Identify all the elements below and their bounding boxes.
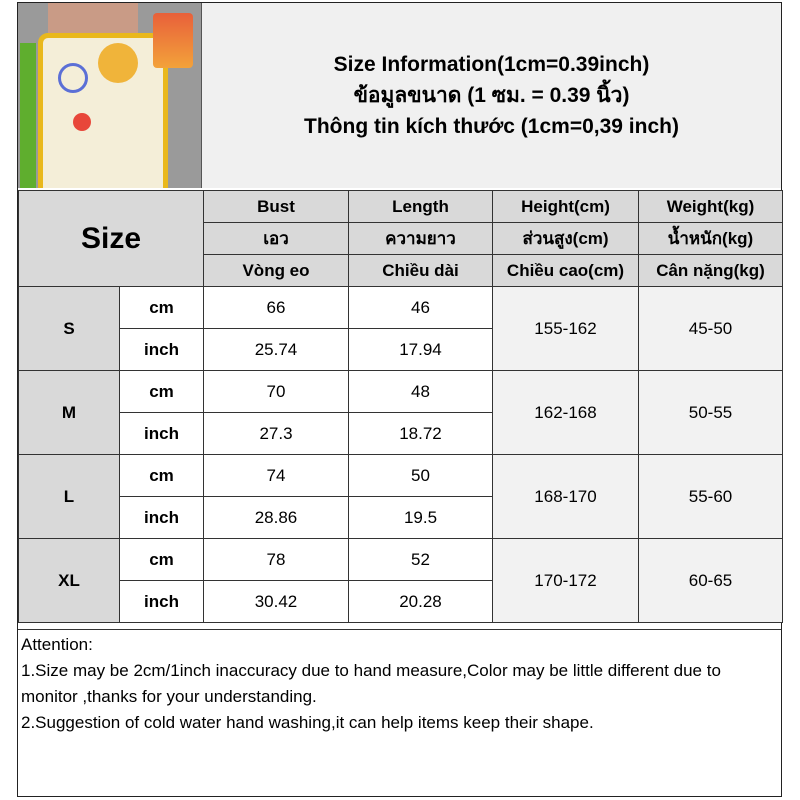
header-bust-vi: Vòng eo (203, 254, 349, 287)
unit-inch: inch (119, 328, 204, 371)
photo-flower-print (73, 113, 91, 131)
unit-inch: inch (119, 412, 204, 455)
bust-inch: 30.42 (203, 580, 349, 623)
header-weight: Weight(kg) (638, 190, 783, 223)
bust-cm: 70 (203, 370, 349, 413)
attention-item: 1.Size may be 2cm/1inch inaccuracy due t… (21, 661, 721, 706)
header-length: Length (348, 190, 493, 223)
bust-inch: 27.3 (203, 412, 349, 455)
unit-inch: inch (119, 496, 204, 539)
unit-cm: cm (119, 370, 204, 413)
title-block: Size Information(1cm=0.39inch) ข้อมูลขนา… (202, 3, 781, 188)
header-height: Height(cm) (492, 190, 639, 223)
unit-cm: cm (119, 454, 204, 497)
length-inch: 19.5 (348, 496, 493, 539)
weight-range: 50-55 (638, 370, 783, 455)
bust-cm: 74 (203, 454, 349, 497)
attention-notes: Attention: 1.Size may be 2cm/1inch inacc… (18, 629, 781, 796)
table-row-m-cm: M cm 70 48 162-168 50-55 (18, 370, 783, 455)
header-row-th: เอว ความยาว ส่วนสูง(cm) น้ำหนัก(kg) (19, 222, 783, 255)
length-inch: 18.72 (348, 412, 493, 455)
title-thai: ข้อมูลขนาด (1 ซม. = 0.39 นิ้ว) (353, 84, 630, 107)
length-inch: 17.94 (348, 328, 493, 371)
header-bust: Bust (203, 190, 349, 223)
title-english: Size Information(1cm=0.39inch) (333, 53, 650, 76)
table-row-m-inch: inch 27.3 18.72 (19, 412, 783, 455)
header-weight-vi: Cân nặng(kg) (638, 254, 783, 287)
length-cm: 52 (348, 538, 493, 581)
weight-range: 45-50 (638, 286, 783, 371)
size-label: XL (18, 538, 120, 623)
photo-dog-print (98, 43, 138, 83)
header-bust-th: เอว (203, 222, 349, 255)
header-height-th: ส่วนสูง(cm) (492, 222, 639, 255)
height-range: 168-170 (492, 454, 639, 539)
header-height-vi: Chiều cao(cm) (492, 254, 639, 287)
unit-cm: cm (119, 538, 204, 581)
header-row-vi: Vòng eo Chiều dài Chiều cao(cm) Cân nặng… (19, 254, 783, 287)
weight-range: 55-60 (638, 454, 783, 539)
height-range: 170-172 (492, 538, 639, 623)
table-row-l-cm: L cm 74 50 168-170 55-60 (18, 454, 783, 539)
length-cm: 48 (348, 370, 493, 413)
header-row-en: Size Bust Length Height(cm) Weight(kg) (18, 190, 783, 287)
size-header: Size (18, 190, 204, 287)
table-row-xl-cm: XL cm 78 52 170-172 60-65 (18, 538, 783, 623)
length-inch: 20.28 (348, 580, 493, 623)
size-label: M (18, 370, 120, 455)
attention-heading: Attention: (21, 635, 93, 654)
table-row-s-inch: inch 25.74 17.94 (19, 328, 783, 371)
product-photo (18, 3, 202, 188)
bust-inch: 25.74 (203, 328, 349, 371)
title-vietnamese: Thông tin kích thước (1cm=0,39 inch) (304, 115, 679, 138)
header-length-vi: Chiều dài (348, 254, 493, 287)
table-row-s-cm: S cm 66 46 155-162 45-50 (18, 286, 783, 371)
table-row-l-inch: inch 28.86 19.5 (19, 496, 783, 539)
unit-cm: cm (119, 286, 204, 329)
size-label: S (18, 286, 120, 371)
height-range: 162-168 (492, 370, 639, 455)
size-table: Size Bust Length Height(cm) Weight(kg) เ… (18, 190, 783, 623)
header-weight-th: น้ำหนัก(kg) (638, 222, 783, 255)
bust-inch: 28.86 (203, 496, 349, 539)
size-label: L (18, 454, 120, 539)
height-range: 155-162 (492, 286, 639, 371)
weight-range: 60-65 (638, 538, 783, 623)
attention-item: 2.Suggestion of cold water hand washing,… (21, 713, 594, 732)
unit-inch: inch (119, 580, 204, 623)
length-cm: 46 (348, 286, 493, 329)
photo-sun-print (58, 63, 88, 93)
bust-cm: 78 (203, 538, 349, 581)
length-cm: 50 (348, 454, 493, 497)
bust-cm: 66 (203, 286, 349, 329)
table-row-xl-inch: inch 30.42 20.28 (19, 580, 783, 623)
photo-cup (153, 13, 193, 68)
header-length-th: ความยาว (348, 222, 493, 255)
photo-neck (48, 3, 138, 33)
size-chart: Size Information(1cm=0.39inch) ข้อมูลขนา… (17, 2, 783, 797)
photo-bag-strap (20, 43, 36, 188)
